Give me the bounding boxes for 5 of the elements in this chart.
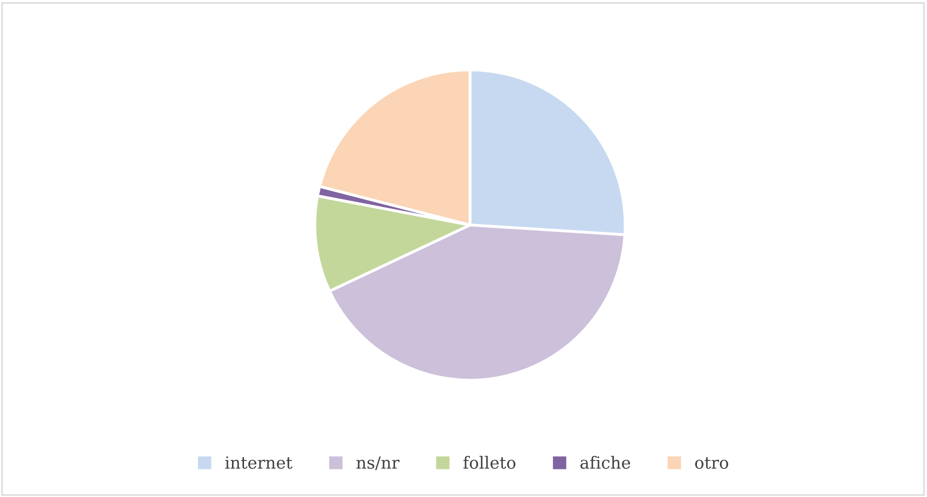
legend-label: otro bbox=[695, 457, 728, 469]
legend-label: folleto bbox=[463, 456, 516, 469]
legend-label: internet bbox=[225, 456, 292, 469]
legend-label: afiche bbox=[580, 456, 630, 469]
legend-label: ns/nr bbox=[356, 456, 400, 470]
